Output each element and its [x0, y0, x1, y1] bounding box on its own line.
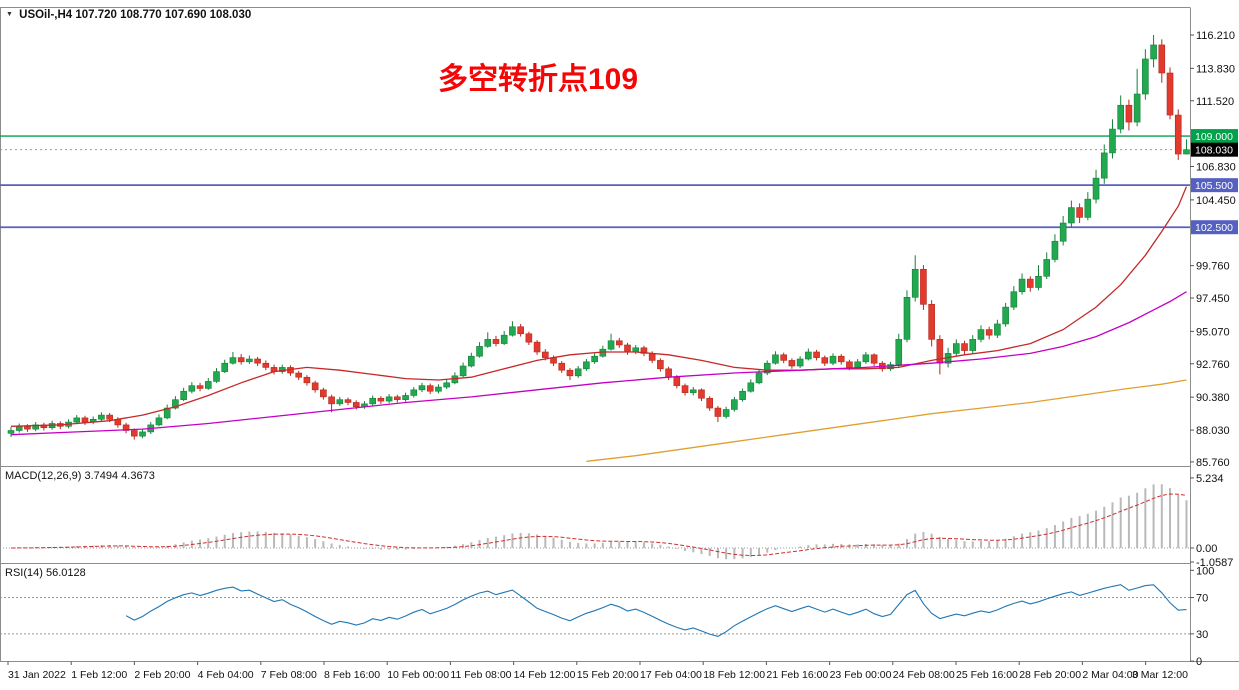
svg-text:4 Feb 04:00: 4 Feb 04:00 [198, 669, 254, 681]
svg-text:105.500: 105.500 [1195, 180, 1233, 192]
svg-text:90.380: 90.380 [1196, 392, 1230, 404]
svg-text:102.500: 102.500 [1195, 222, 1233, 234]
rsi-panel-label: RSI(14) 56.0128 [5, 567, 86, 579]
svg-text:2 Mar 04:00: 2 Mar 04:00 [1082, 669, 1138, 681]
svg-text:28 Feb 20:00: 28 Feb 20:00 [1019, 669, 1081, 681]
svg-text:0: 0 [1196, 656, 1202, 668]
svg-text:25 Feb 16:00: 25 Feb 16:00 [956, 669, 1018, 681]
svg-text:104.450: 104.450 [1196, 195, 1236, 207]
svg-text:1 Feb 12:00: 1 Feb 12:00 [71, 669, 127, 681]
svg-text:0.00: 0.00 [1196, 543, 1217, 555]
svg-text:21 Feb 16:00: 21 Feb 16:00 [766, 669, 828, 681]
svg-text:23 Feb 00:00: 23 Feb 00:00 [830, 669, 892, 681]
svg-text:-1.0587: -1.0587 [1196, 557, 1233, 569]
chart-title: ▼ USOil-,H4 107.720 108.770 107.690 108.… [6, 9, 251, 21]
svg-text:5.234: 5.234 [1196, 473, 1224, 485]
svg-text:30: 30 [1196, 629, 1208, 641]
svg-text:106.830: 106.830 [1196, 162, 1236, 174]
svg-text:8 Feb 16:00: 8 Feb 16:00 [324, 669, 380, 681]
svg-text:88.030: 88.030 [1196, 425, 1230, 437]
macd-panel-label: MACD(12,26,9) 3.7494 4.3673 [5, 470, 155, 482]
svg-text:11 Feb 08:00: 11 Feb 08:00 [450, 669, 511, 681]
svg-text:97.450: 97.450 [1196, 293, 1230, 305]
svg-text:17 Feb 04:00: 17 Feb 04:00 [640, 669, 702, 681]
svg-text:85.760: 85.760 [1196, 457, 1230, 469]
svg-text:31 Jan 2022: 31 Jan 2022 [8, 669, 66, 681]
svg-text:14 Feb 12:00: 14 Feb 12:00 [514, 669, 576, 681]
svg-text:18 Feb 12:00: 18 Feb 12:00 [703, 669, 765, 681]
symbol-dropdown-arrow[interactable]: ▼ [6, 11, 13, 18]
svg-text:95.070: 95.070 [1196, 326, 1230, 338]
svg-text:108.030: 108.030 [1195, 145, 1233, 157]
svg-text:10 Feb 00:00: 10 Feb 00:00 [387, 669, 449, 681]
svg-text:116.210: 116.210 [1196, 30, 1235, 42]
svg-text:7 Feb 08:00: 7 Feb 08:00 [261, 669, 317, 681]
svg-text:15 Feb 20:00: 15 Feb 20:00 [577, 669, 639, 681]
svg-text:109.000: 109.000 [1195, 131, 1233, 143]
chart-text-annotation: 多空转折点109 [438, 63, 639, 96]
svg-text:100: 100 [1196, 565, 1214, 577]
svg-text:92.760: 92.760 [1196, 359, 1230, 371]
svg-text:3 Mar 12:00: 3 Mar 12:00 [1132, 669, 1188, 681]
svg-text:24 Feb 08:00: 24 Feb 08:00 [893, 669, 955, 681]
svg-text:113.830: 113.830 [1196, 63, 1235, 75]
svg-text:111.520: 111.520 [1196, 96, 1234, 108]
svg-text:70: 70 [1196, 593, 1208, 605]
symbol-ohlc-text: USOil-,H4 107.720 108.770 107.690 108.03… [19, 9, 252, 21]
svg-text:99.760: 99.760 [1196, 261, 1230, 273]
svg-text:2 Feb 20:00: 2 Feb 20:00 [134, 669, 190, 681]
